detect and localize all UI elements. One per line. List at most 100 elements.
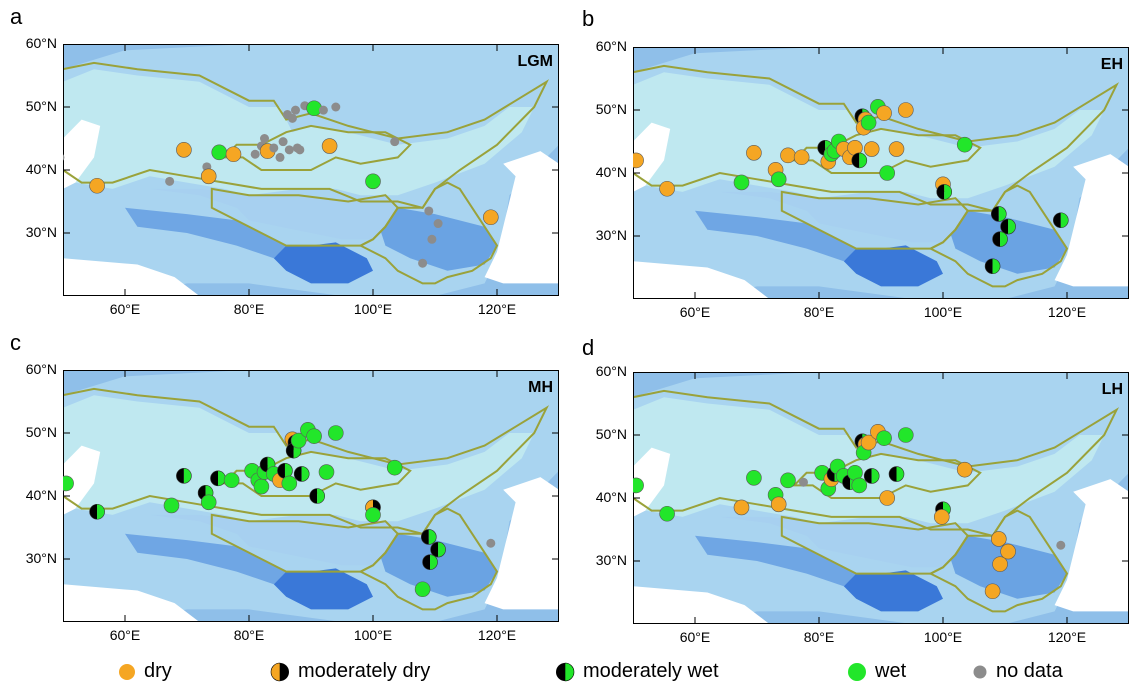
site-marker-dry: [225, 146, 242, 163]
site-marker-mwet: [420, 529, 437, 545]
map-panel-mh: MH: [63, 370, 559, 622]
site-marker-wet: [223, 472, 240, 489]
lon-label: 100°E: [353, 301, 393, 317]
site-marker-dry: [733, 499, 750, 516]
wet-symbol-icon: [848, 662, 866, 681]
site-marker-nodata: [799, 477, 808, 487]
site-marker-dry: [860, 434, 877, 451]
arid-zone: [633, 397, 1105, 524]
plateau-zone: [149, 188, 398, 240]
lon-label: 80°E: [803, 304, 835, 320]
site-marker-nodata: [295, 145, 305, 155]
site-marker-wet: [253, 478, 270, 495]
site-marker-mwet: [293, 466, 310, 482]
elevation-band: [125, 207, 287, 259]
site-marker-wet: [746, 470, 762, 486]
lon-label: 80°E: [233, 627, 265, 643]
site-marker-mwet: [863, 468, 880, 484]
site-marker-wet: [956, 136, 973, 153]
site-marker-wet: [63, 475, 74, 492]
lat-label: 40°N: [25, 161, 57, 177]
map-svg: MH: [63, 370, 559, 622]
legend-no-data-label: no data: [996, 660, 1063, 682]
site-marker-nodata: [318, 105, 328, 115]
site-marker-mwet: [89, 503, 105, 520]
site-marker-mwet: [210, 470, 226, 487]
site-marker-nodata: [278, 137, 288, 147]
site-marker-dry: [956, 461, 973, 478]
map-svg: LGM: [63, 44, 559, 296]
site-marker-dry: [780, 147, 796, 164]
legend-moderately-wet-label: moderately wet: [583, 660, 719, 682]
site-marker-nodata: [284, 145, 294, 155]
site-marker-mwet: [277, 463, 293, 479]
lon-label: 100°E: [923, 629, 963, 645]
site-marker-mwet: [851, 152, 868, 169]
legend-moderately-dry: moderately dry: [270, 660, 430, 683]
site-marker-nodata: [427, 234, 437, 244]
site-marker-wet: [860, 114, 877, 131]
lon-label: 120°E: [477, 627, 517, 643]
site-marker-mwet: [984, 258, 1001, 275]
site-marker-dry: [992, 556, 1008, 572]
arid-zone: [63, 69, 535, 196]
site-marker-mwet: [1000, 218, 1016, 235]
no-data-area: [63, 584, 200, 622]
site-marker-mwet: [422, 554, 438, 570]
region-boundary: [633, 64, 1120, 212]
lat-label: 50°N: [595, 426, 627, 442]
site-marker-dry: [633, 152, 644, 169]
legend-no-data: no data: [972, 660, 1063, 683]
elevation-band: [125, 533, 287, 585]
site-marker-wet: [318, 464, 335, 480]
site-marker-dry: [321, 138, 338, 154]
site-marker-wet: [851, 477, 868, 494]
site-marker-mwet: [936, 184, 953, 200]
map-svg: LH: [633, 372, 1129, 624]
site-marker-dry: [897, 102, 914, 118]
site-marker-nodata: [424, 206, 434, 216]
map-panel-eh: EH: [633, 47, 1129, 299]
moderately-dry-symbol-icon: [270, 662, 289, 681]
lon-label: 120°E: [477, 301, 517, 317]
region-boundary: [358, 181, 499, 285]
plateau-zone: [149, 514, 398, 566]
site-marker-mwet: [888, 466, 905, 482]
site-marker-nodata: [1056, 540, 1066, 550]
lon-label: 100°E: [923, 304, 963, 320]
lon-label: 120°E: [1047, 304, 1087, 320]
site-marker-dry: [1000, 543, 1016, 560]
region-boundary: [928, 184, 1069, 288]
moderately-wet-symbol-icon: [556, 662, 575, 681]
site-marker-nodata: [433, 219, 443, 229]
no-data-symbol-icon: [973, 665, 987, 678]
lat-label: 60°N: [595, 38, 627, 54]
elevation-band: [949, 210, 1067, 274]
lat-label: 30°N: [595, 552, 627, 568]
site-marker-nodata: [250, 149, 260, 159]
site-marker-nodata: [390, 137, 400, 147]
elevation-band: [379, 533, 497, 597]
no-data-area: [63, 445, 101, 515]
lat-label: 30°N: [595, 227, 627, 243]
lon-label: 120°E: [1047, 629, 1087, 645]
site-marker-dry: [879, 490, 895, 506]
map-svg: EH: [633, 47, 1129, 299]
site-marker-nodata: [486, 538, 496, 548]
site-marker-mwet: [430, 541, 446, 558]
site-marker-dry: [984, 583, 1001, 600]
arid-zone: [63, 395, 535, 522]
site-marker-wet: [659, 505, 675, 522]
lon-label: 60°E: [109, 301, 141, 317]
elevation-band: [695, 210, 857, 262]
site-marker-dry: [888, 141, 905, 157]
panel-letter-c: c: [10, 330, 21, 355]
lat-label: 40°N: [595, 489, 627, 505]
no-data-area: [633, 261, 770, 299]
period-title: EH: [1101, 56, 1123, 73]
site-marker-wet: [290, 432, 307, 449]
site-marker-wet: [281, 475, 298, 492]
site-marker-nodata: [269, 143, 279, 153]
region-boundary: [928, 509, 1069, 613]
high-precip-zone: [843, 570, 943, 612]
